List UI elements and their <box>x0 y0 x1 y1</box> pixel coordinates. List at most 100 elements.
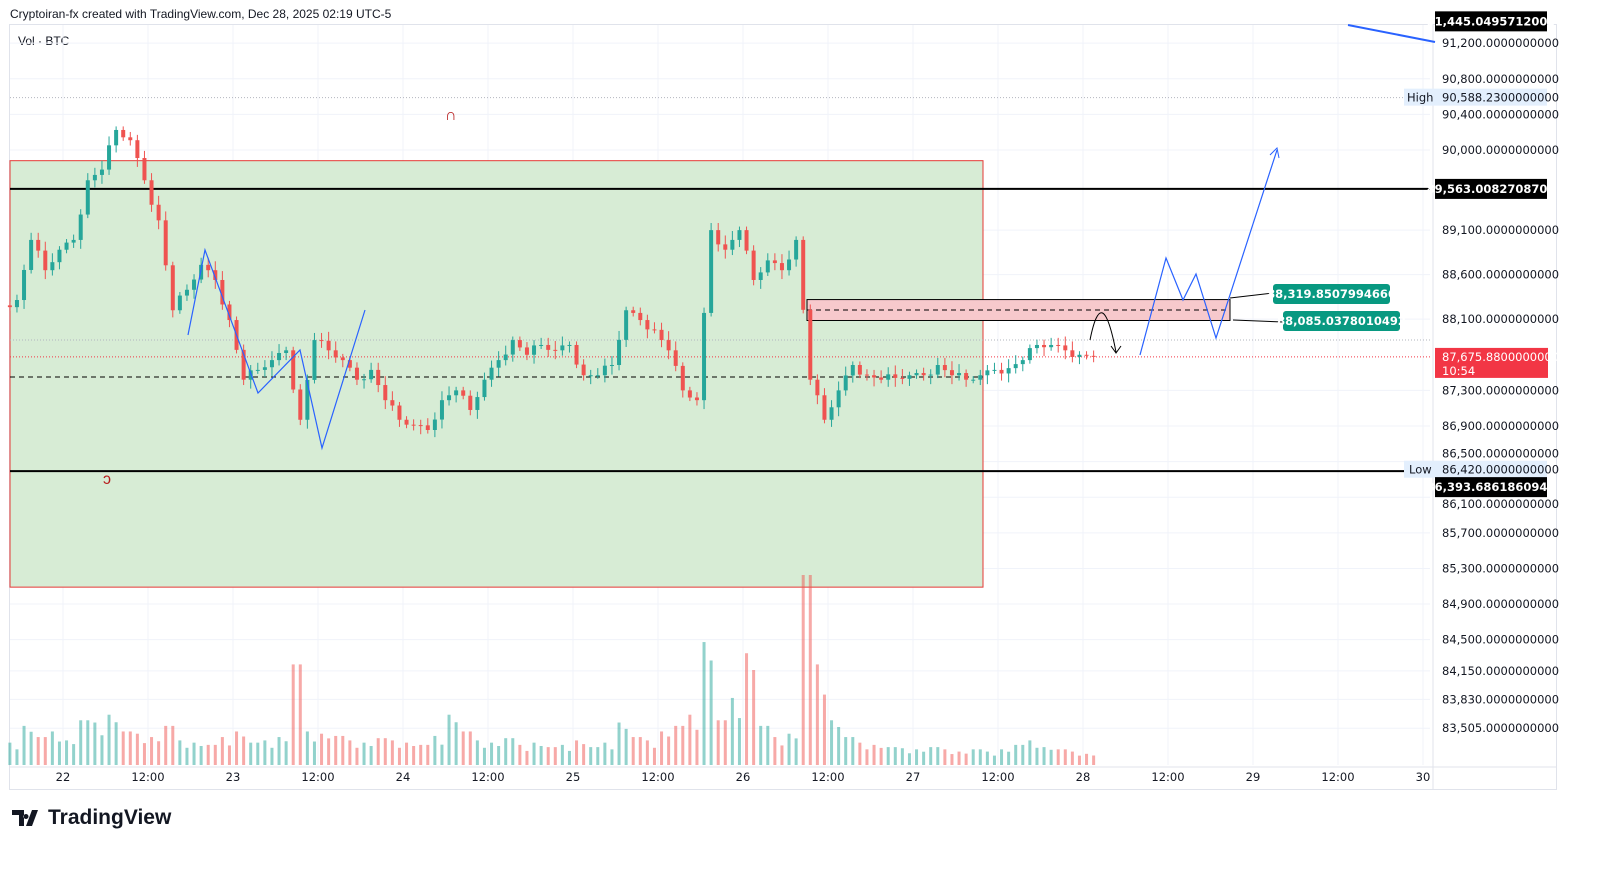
magnet-icon: ∩ <box>445 107 457 124</box>
volume-bar <box>482 747 486 765</box>
candle-body <box>425 425 430 430</box>
volume-bar <box>1085 753 1089 765</box>
volume-bar <box>780 745 784 765</box>
candle-body <box>843 375 848 391</box>
x-axis-label: 24 <box>396 770 411 784</box>
projection-trendline <box>1347 24 1436 43</box>
volume-bar <box>256 742 260 765</box>
volume-bar <box>1028 740 1032 765</box>
y-axis-label: 84,500.0000000000 <box>1442 633 1559 647</box>
candle-body <box>723 244 728 250</box>
x-axis-label: 12:00 <box>471 770 504 784</box>
candle-body <box>383 385 388 401</box>
volume-bar <box>822 694 826 765</box>
candle-body <box>78 214 83 240</box>
projection-path <box>1139 149 1278 356</box>
volume-bar <box>745 653 749 765</box>
candle-body <box>262 367 267 370</box>
volume-bar <box>461 731 465 765</box>
x-axis-label: 12:00 <box>1151 770 1184 784</box>
volume-bar <box>575 740 579 765</box>
candle-body <box>312 340 317 380</box>
volume-bar <box>872 744 876 765</box>
volume-bar <box>589 747 593 765</box>
y-axis-label: 84,150.0000000000 <box>1442 664 1559 678</box>
candle-body <box>298 389 303 420</box>
volume-bar <box>532 742 536 765</box>
volume-bar <box>773 737 777 765</box>
volume-bar <box>992 755 996 765</box>
volume-bar <box>65 740 69 765</box>
candle-body <box>1013 364 1018 369</box>
x-axis-label: 30 <box>1416 770 1431 784</box>
candle-body <box>595 375 600 377</box>
volume-bar <box>405 742 409 765</box>
volume-bar <box>107 714 111 765</box>
candle-body <box>510 340 515 355</box>
x-axis-label: 29 <box>1246 770 1261 784</box>
candle-body <box>454 390 459 396</box>
volume-bar <box>837 727 841 765</box>
volume-bar <box>801 575 805 765</box>
candle-body <box>914 373 919 376</box>
volume-bar <box>957 751 961 765</box>
volume-bar <box>150 737 154 765</box>
candle-body <box>99 169 104 175</box>
candle-body <box>567 344 572 346</box>
candle-body <box>638 312 643 321</box>
volume-bar <box>900 748 904 765</box>
volume-bar <box>667 736 671 765</box>
candle-body <box>985 370 990 376</box>
candle-body <box>1084 354 1089 356</box>
candle-body <box>326 340 331 351</box>
candle-body <box>418 425 423 427</box>
candle-body <box>978 375 983 380</box>
volume-bar <box>596 747 600 765</box>
candle-body <box>156 204 161 221</box>
tradingview-logo[interactable]: TradingView <box>12 806 171 830</box>
candle-body <box>900 377 905 379</box>
volume-bar <box>164 725 168 765</box>
volume-bar <box>723 720 727 765</box>
candle-body <box>957 373 962 376</box>
candle-body <box>971 379 976 381</box>
volume-bar <box>447 714 451 765</box>
range-box <box>9 160 984 588</box>
x-axis-label: 12:00 <box>641 770 674 784</box>
volume-bar <box>1092 755 1096 765</box>
candle-body <box>1049 344 1054 348</box>
volume-bar <box>362 742 366 765</box>
volume-bar <box>730 697 734 765</box>
candle-body <box>1020 360 1025 365</box>
volume-bar <box>178 740 182 765</box>
candle-body <box>347 360 352 368</box>
volume-bar <box>320 733 324 765</box>
volume-bar <box>475 740 479 765</box>
zone-upper-label-bg <box>1273 284 1390 304</box>
volume-legend: Vol · BTC <box>18 34 70 48</box>
candle-body <box>574 344 579 365</box>
volume-bar <box>298 664 302 765</box>
volume-bar <box>638 737 642 765</box>
candle-body <box>269 360 274 368</box>
volume-bar <box>1021 744 1025 765</box>
candle-body <box>886 374 891 380</box>
volume-bar <box>171 725 175 765</box>
volume-bar <box>546 747 550 765</box>
volume-bar <box>263 740 267 765</box>
candle-body <box>206 264 211 271</box>
curved-arrow <box>1089 312 1122 354</box>
candle-body <box>439 400 444 420</box>
volume-bar <box>794 738 798 765</box>
volume-bar <box>553 747 557 765</box>
price-chart[interactable]: 91,200.0000000000 90,800.0000000000 90,400… <box>0 0 1616 800</box>
volume-bar <box>291 664 295 765</box>
volume-bar <box>57 741 61 765</box>
candle-body <box>737 230 742 240</box>
volume-bar <box>390 740 394 765</box>
volume-bar <box>936 747 940 765</box>
candle-body <box>872 375 877 378</box>
candle-body <box>539 344 544 346</box>
candle-body <box>163 220 168 266</box>
volume-bar <box>893 747 897 765</box>
